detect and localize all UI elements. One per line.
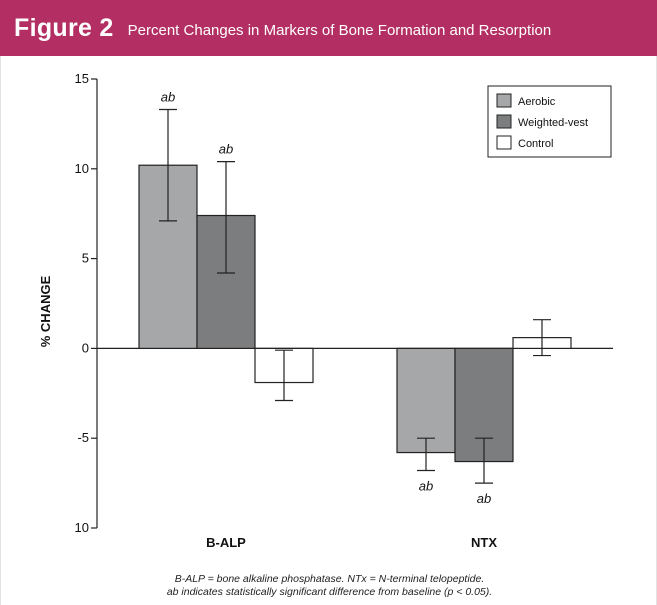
- legend-label-aerobic: Aerobic: [518, 96, 556, 108]
- x-category-label: NTX: [471, 535, 497, 550]
- x-category-label: B-ALP: [206, 535, 246, 550]
- bar-chart: 15 10 5 0 -5 10 % CHANGE ab ab B-ALP ab ab NTX Aerobi…: [38, 71, 613, 550]
- figure-title: Percent Changes in Markers of Bone Forma…: [127, 21, 552, 39]
- y-tick-label: -5: [77, 430, 89, 445]
- footnote-line-1: B-ALP = bone alkaline phosphatase. NTx =…: [174, 573, 485, 585]
- y-tick-label: 15: [75, 71, 89, 86]
- y-tick-label: 10: [75, 520, 89, 535]
- legend-swatch-weighted-vest: [496, 114, 512, 129]
- y-tick-label: 10: [75, 161, 89, 176]
- figure-label: Figure 2: [14, 13, 114, 42]
- legend-label-weighted-vest: Weighted-vest: [518, 117, 588, 129]
- significance-annotation: ab: [219, 142, 233, 157]
- chart-panel: 15 10 5 0 -5 10 % CHANGE ab ab B-ALP ab ab NTX Aerobi…: [0, 56, 657, 605]
- figure-header: Figure 2 Percent Changes in Markers of B…: [0, 0, 657, 56]
- legend-swatch-control: [496, 135, 512, 150]
- y-tick-label: 0: [82, 340, 89, 355]
- significance-annotation: ab: [419, 479, 433, 494]
- y-axis-title: % CHANGE: [38, 275, 53, 347]
- bar-aerobic-ntx: [396, 347, 456, 454]
- legend-swatch-aerobic: [496, 93, 512, 108]
- footnote-line-2: ab indicates statistically significant d…: [166, 586, 493, 598]
- legend-label-control: Control: [518, 138, 553, 150]
- significance-annotation: ab: [161, 90, 175, 105]
- significance-annotation: ab: [477, 491, 491, 506]
- y-tick-label: 5: [82, 251, 89, 266]
